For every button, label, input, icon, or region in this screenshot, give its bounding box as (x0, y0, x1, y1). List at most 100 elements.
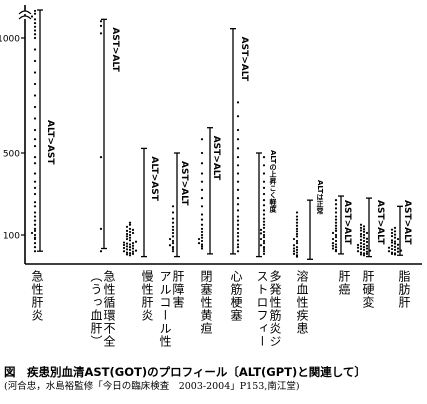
data-point (171, 221, 175, 224)
data-point (171, 242, 175, 245)
data-point (295, 248, 299, 251)
data-point (99, 32, 103, 35)
data-point (334, 203, 338, 206)
data-point (334, 243, 338, 246)
data-point (295, 211, 299, 214)
data-point (362, 246, 366, 249)
data-point (33, 201, 37, 204)
data-point (134, 240, 138, 243)
data-point (262, 230, 266, 234)
data-point (295, 251, 299, 254)
data-point (99, 156, 103, 159)
data-point (99, 250, 103, 253)
data-point (236, 250, 240, 253)
data-point (236, 239, 240, 242)
data-point (262, 213, 266, 216)
data-point (295, 246, 299, 249)
data-point (236, 243, 240, 246)
data-point (393, 248, 397, 251)
data-point (295, 218, 299, 221)
data-point (128, 221, 132, 224)
series-annotation: ALTの上昇こく軽度 (269, 150, 278, 214)
data-point (125, 248, 129, 251)
data-point (33, 242, 37, 245)
data-point (359, 245, 363, 248)
data-point (390, 231, 394, 235)
data-point (390, 228, 394, 231)
data-point (171, 247, 175, 251)
data-point (295, 242, 299, 245)
data-point (292, 237, 296, 241)
axis-break-mark (18, 10, 32, 20)
series-annotation: ALT>AST (45, 120, 55, 165)
data-point (236, 172, 240, 175)
data-point (200, 197, 204, 200)
data-point (131, 244, 135, 247)
data-point (200, 227, 204, 230)
data-point (334, 229, 338, 232)
data-point (331, 231, 335, 235)
data-point (171, 235, 175, 238)
data-point (393, 226, 397, 229)
data-point (393, 240, 397, 243)
data-point (134, 249, 138, 252)
data-point (334, 215, 338, 218)
data-point (331, 242, 335, 245)
data-point (200, 213, 204, 216)
data-point (236, 101, 240, 104)
data-point (99, 20, 103, 23)
data-point (390, 251, 394, 254)
data-point (33, 229, 37, 232)
data-point (171, 250, 175, 253)
data-point (200, 230, 204, 234)
data-point (393, 233, 397, 236)
data-point (236, 223, 240, 226)
data-point (356, 243, 360, 247)
series-annotation: AST>ALT (179, 161, 189, 206)
data-point (200, 162, 204, 165)
data-point (200, 236, 204, 239)
data-point (362, 236, 366, 239)
data-point (365, 250, 369, 253)
data-point (125, 251, 129, 254)
data-point (171, 228, 175, 231)
data-point (131, 228, 135, 231)
data-point (331, 247, 335, 250)
data-point (262, 236, 266, 239)
data-point (236, 138, 240, 141)
data-point (365, 240, 369, 244)
data-point (128, 227, 132, 230)
data-point (33, 33, 37, 36)
data-point (262, 172, 266, 175)
data-point (236, 197, 240, 200)
data-point (33, 205, 37, 208)
data-point (331, 244, 335, 247)
data-point (236, 115, 240, 118)
data-point (236, 188, 240, 191)
data-point (30, 15, 34, 18)
data-point (131, 231, 135, 235)
data-point (125, 225, 129, 228)
data-point (128, 246, 132, 249)
data-point (236, 203, 240, 206)
data-point (200, 138, 204, 141)
data-point (125, 237, 129, 241)
data-point (33, 192, 37, 196)
data-point (236, 246, 240, 249)
data-point (131, 250, 135, 253)
data-point (125, 253, 129, 256)
data-point (262, 250, 266, 253)
data-point (390, 244, 394, 247)
data-point (128, 223, 132, 226)
data-point (334, 218, 338, 221)
data-point (362, 248, 366, 251)
data-point (33, 223, 37, 226)
data-point (362, 230, 366, 233)
data-point (262, 239, 266, 243)
data-point (334, 227, 338, 230)
data-point (262, 233, 266, 237)
data-point (334, 233, 338, 237)
data-point (33, 138, 37, 141)
data-point (200, 205, 204, 208)
data-point (33, 94, 37, 97)
